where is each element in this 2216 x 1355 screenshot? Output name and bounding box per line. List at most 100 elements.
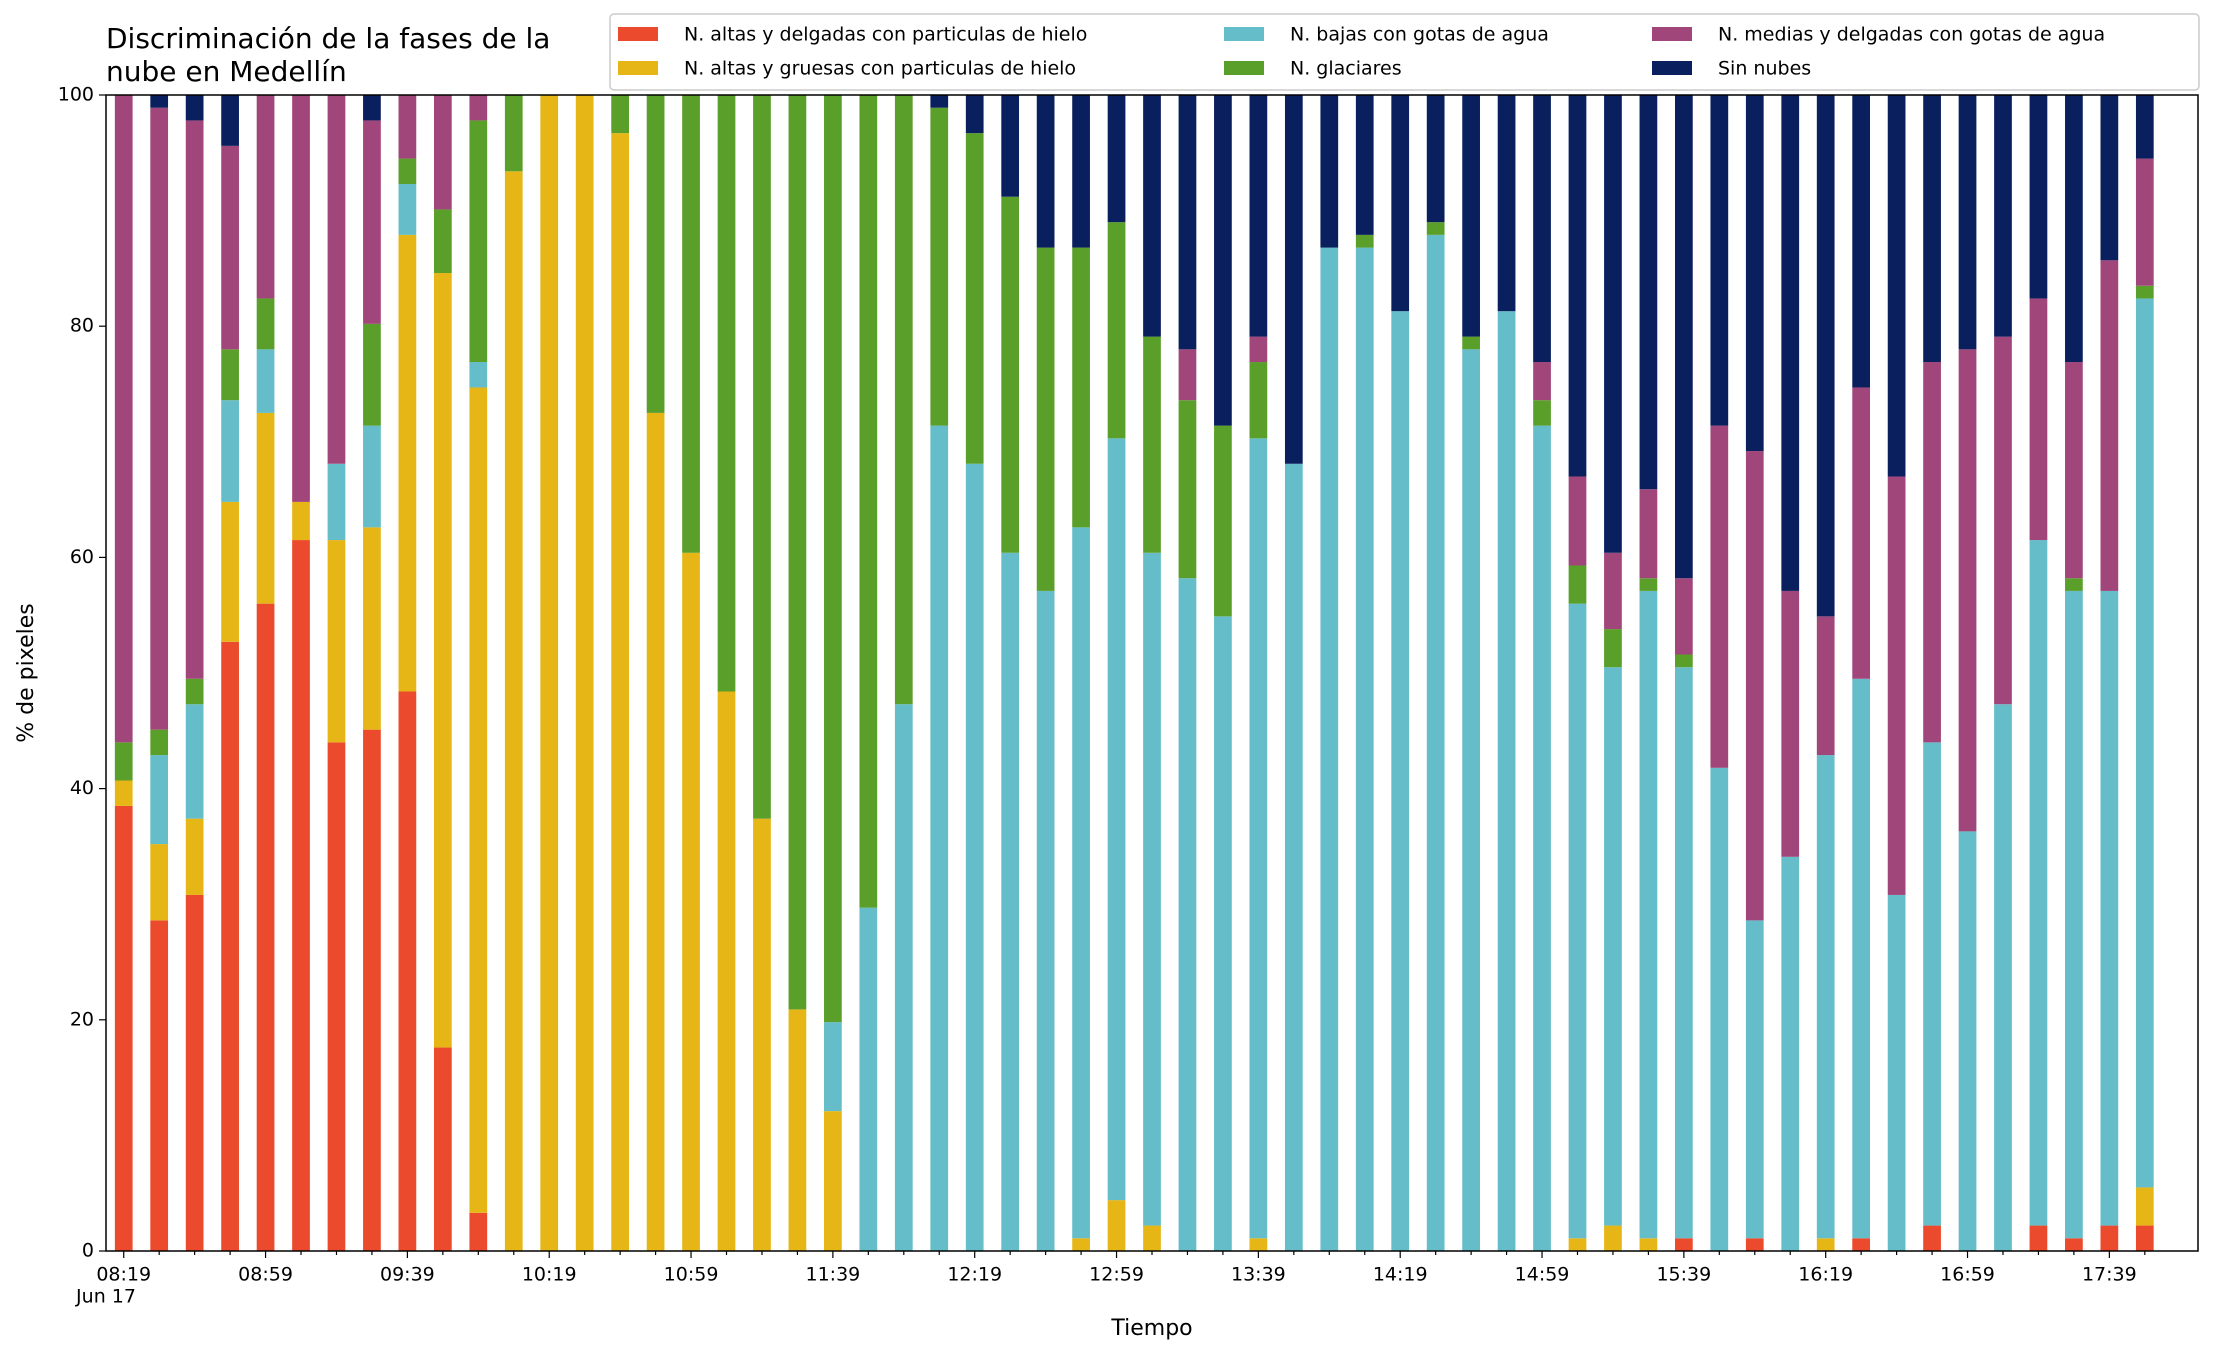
bar-segment [469,387,488,1213]
bar-segment [256,349,275,413]
bar-segment [1355,95,1374,235]
legend-label: Sin nubes [1718,58,1811,80]
bar-segment [2135,95,2154,159]
bar-segment [1639,489,1658,579]
legend-swatch [1224,61,1264,75]
bar-segment [1745,451,1764,921]
bar-segment [2135,1187,2154,1226]
bar-segment [1533,425,1551,1252]
bar-segment [221,349,239,401]
bar-segment [1036,247,1055,591]
bar-segment [965,95,984,134]
bar-segment [1568,476,1587,566]
bar-segment [398,234,417,692]
bar-segment [2100,590,2119,1226]
bar-segment [256,95,275,299]
bar-segment [1994,704,2012,1251]
bar-segment [1710,425,1729,768]
bar-segment [1887,476,1906,895]
bar-segment [2100,260,2119,591]
bar-segment [1710,95,1729,426]
bar-segment [363,729,381,1251]
y-tick-label: 60 [70,546,94,568]
bar-segment [1639,590,1658,1239]
bar-segment [1958,831,1977,1251]
legend-label: N. altas y gruesas con particulas de hie… [684,58,1076,80]
y-tick-label: 100 [58,84,94,106]
bar-segment [1107,95,1126,223]
bar-segment [398,158,417,185]
bar-segment [611,95,629,134]
bar-segment [1178,349,1197,401]
bar-segment [1781,856,1800,1251]
bar-segment [221,95,239,146]
bar-segment [469,1212,488,1251]
bar-segment [1816,616,1835,756]
x-tick-label: 08:19 [96,1264,151,1286]
bar-segment [1994,336,2012,705]
bar-segment [327,463,346,541]
bar-segment [2065,362,2083,579]
legend-label: N. bajas con gotas de agua [1290,24,1549,46]
x-tick-label: 14:59 [1515,1264,1570,1286]
bar-segment [150,755,169,845]
bar-segment [1533,95,1551,363]
bar-segment [1214,95,1232,426]
bar-segment [1887,894,1906,1251]
y-tick-label: 80 [70,315,94,337]
bar-segment [788,1009,807,1251]
bar-segment [114,805,133,1251]
x-tick-label: 17:39 [2082,1264,2137,1286]
bar-segment [1462,95,1480,337]
bar-segment [1604,552,1622,630]
bar-segment [1781,95,1800,591]
bar-segment [824,1111,842,1251]
bar-segment [1852,1238,1871,1251]
bar-segment [1320,95,1339,248]
bar-segment [1852,95,1871,388]
bar-segment [1852,387,1871,679]
bar-segment [363,323,381,426]
bar-segment [1143,1225,1161,1251]
bar-segment [1568,565,1587,604]
x-tick-label: 11:39 [805,1264,860,1286]
bar-segment [1284,463,1303,1251]
bar-segment [753,818,771,1251]
bar-segment [221,400,239,502]
bar-segment [1426,234,1445,1252]
bar-segment [185,818,204,895]
bar-segment [2135,158,2154,286]
bar-segment [2100,95,2119,261]
bar-segment [1604,1225,1622,1251]
bar-segment [1143,552,1161,1226]
bar-segment [504,171,523,1251]
bar-segment [1675,1238,1693,1251]
x-tick-label: 14:19 [1373,1264,1428,1286]
bar-segment [930,107,949,426]
bar-segment [1568,603,1587,1239]
y-tick-label: 40 [70,777,94,799]
bar-segment [1355,234,1374,248]
bar-segment [1497,95,1516,312]
chart-title: Discriminación de la fases de la [106,22,550,55]
bar-segment [1533,400,1551,426]
bar-segment [114,95,133,743]
bar-segment [1178,400,1197,579]
bar-segment [717,95,736,692]
bar-segment [646,412,665,1251]
bar-segment [1391,95,1410,312]
x-tick-label: 12:59 [1089,1264,1144,1286]
bar-segment [2100,1225,2119,1251]
bar-segment [1675,95,1693,579]
bar-segment [1887,95,1906,477]
bar-segment [682,552,700,1251]
bar-segment [150,95,169,108]
bar-segment [753,95,771,819]
x-tick-label: 09:39 [380,1264,435,1286]
bar-segment [1249,336,1268,363]
bar-segment [1639,95,1658,490]
bar-segment [221,501,239,642]
bar-segment [788,95,807,1010]
bar-segment [682,95,700,553]
bar-segment [256,603,275,1251]
